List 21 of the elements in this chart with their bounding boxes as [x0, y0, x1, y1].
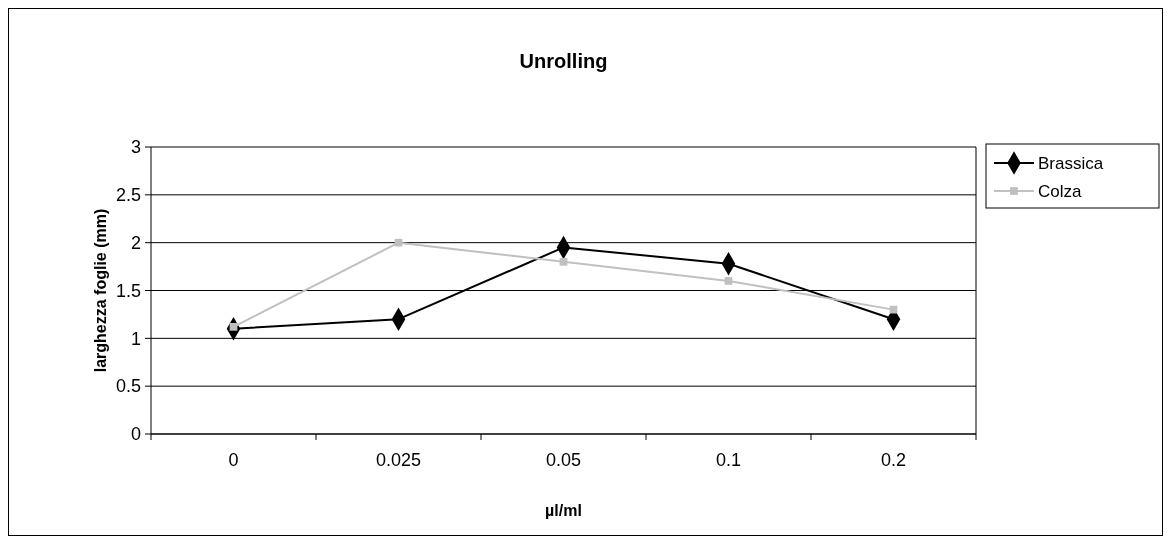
- x-tick-label: 0.025: [375, 450, 422, 470]
- x-tick-label: 0.1: [715, 450, 742, 470]
- y-tick-label: 0.5: [115, 376, 141, 397]
- chart-title: Unrolling: [519, 50, 608, 72]
- x-tick-label: 0.2: [880, 450, 907, 470]
- x-tick-label: 0: [228, 450, 239, 470]
- y-tick-label: 1: [130, 328, 141, 349]
- y-axis-title: larghezza foglie (mm): [92, 208, 109, 373]
- x-tick-label: 0.05: [545, 450, 582, 470]
- y-tick-label: 0: [130, 424, 141, 445]
- legend-label: Colza: [1038, 181, 1083, 201]
- point: [559, 257, 568, 266]
- point: [394, 238, 403, 247]
- legend-label: Brassica: [1038, 153, 1104, 173]
- y-tick-label: 2.5: [115, 185, 141, 206]
- point: [724, 277, 733, 285]
- y-tick-label: 3: [130, 137, 141, 158]
- y-tick-label: 1.5: [115, 280, 141, 301]
- x-axis-title: µl/ml: [545, 502, 582, 519]
- y-tick-label: 2: [130, 232, 141, 253]
- point: [889, 305, 898, 314]
